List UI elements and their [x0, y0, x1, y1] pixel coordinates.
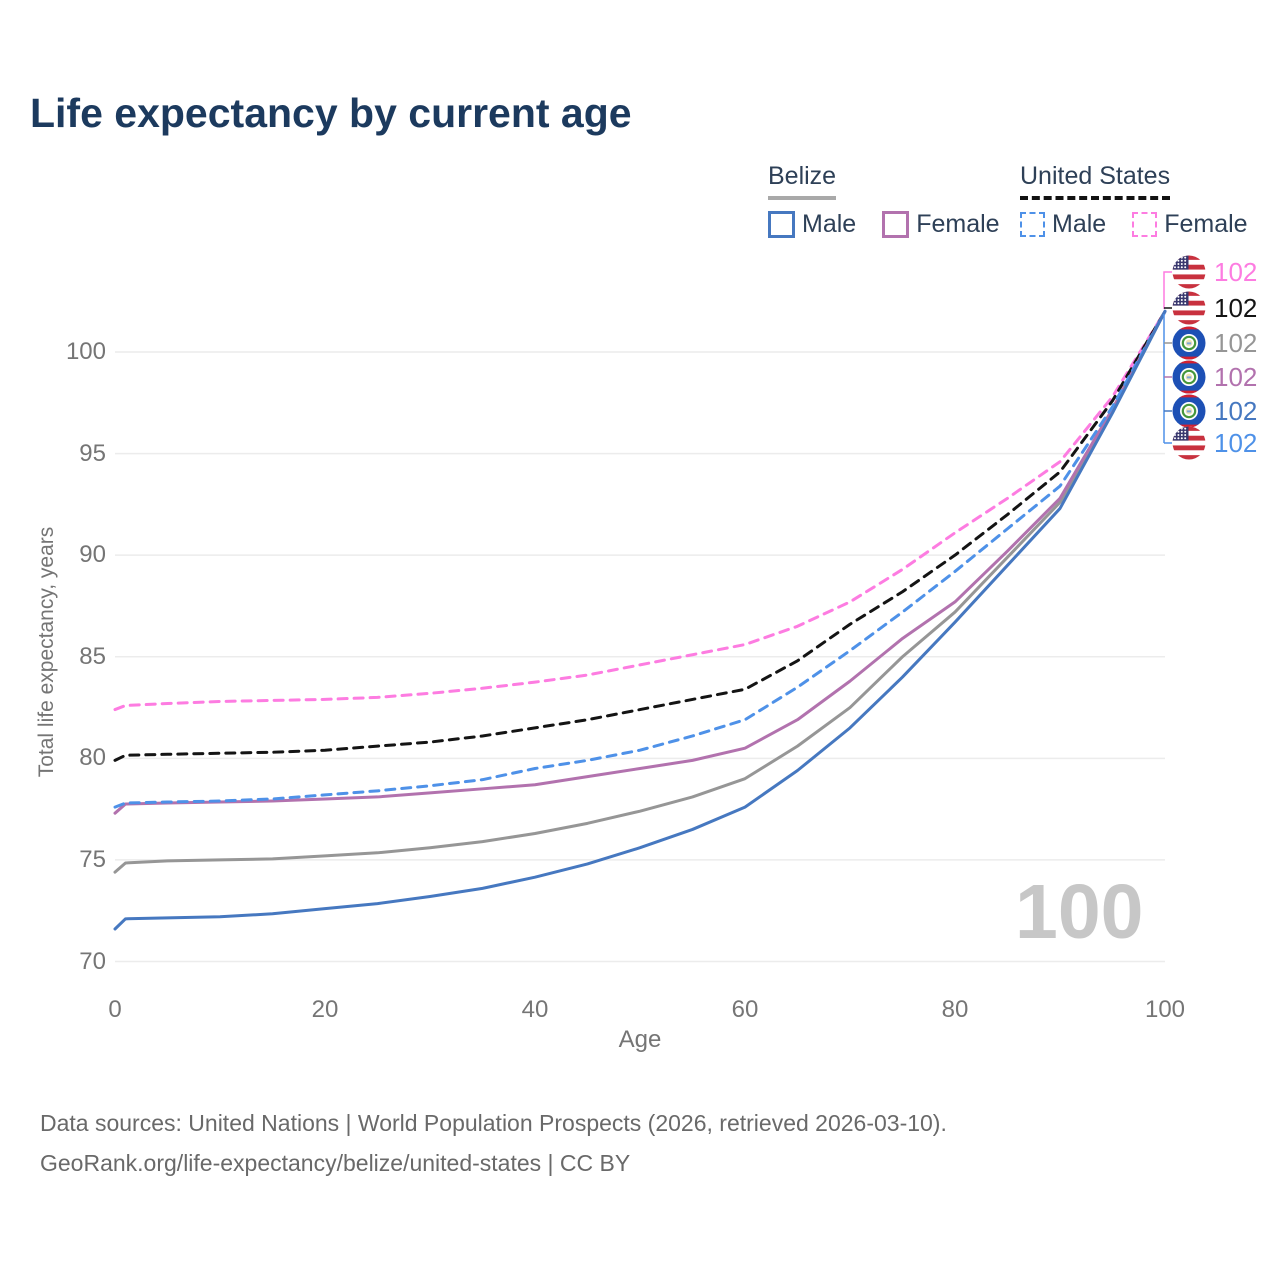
footer-attribution-link[interactable]: GeoRank.org/life-expectancy/belize/unite…	[40, 1150, 631, 1176]
series-line-belize-total[interactable]	[113, 309, 1167, 874]
series-line-united-states-male[interactable]	[113, 309, 1167, 809]
x-tick-label-20: 20	[311, 996, 339, 1023]
series-line-united-states-total[interactable]	[113, 309, 1167, 762]
legend-label-belize-female: Female	[916, 210, 1000, 238]
y-tick-label-95: 95	[79, 439, 106, 467]
legend-item-us-female[interactable]: Female	[1132, 210, 1248, 239]
legend-item-belize-female[interactable]: Female	[882, 210, 1000, 239]
belize-flag-icon	[1172, 326, 1206, 360]
end-label-value: 102	[1214, 361, 1258, 392]
legend-swatch-belize-female	[882, 211, 910, 238]
legend-group-title-belize[interactable]: Belize	[768, 162, 837, 200]
series-line-united-states-female[interactable]	[113, 309, 1167, 712]
x-tick-label-0: 0	[108, 996, 122, 1023]
legend-swatch-us-female	[1132, 212, 1158, 237]
end-label-value: 102	[1214, 427, 1258, 458]
watermark-age-indicator: 100	[1015, 869, 1144, 955]
x-tick-label-80: 80	[941, 996, 969, 1023]
legend-label-us-female: Female	[1164, 210, 1248, 238]
series-line-belize-male[interactable]	[113, 309, 1167, 931]
y-tick-label-85: 85	[79, 642, 106, 670]
x-tick-label-100: 100	[1144, 996, 1186, 1023]
end-label-value: 102	[1214, 327, 1258, 358]
y-tick-label-80: 80	[79, 744, 106, 772]
y-tick-label-100: 100	[65, 338, 106, 365]
y-tick-label-75: 75	[79, 845, 106, 873]
us-flag-icon	[1172, 426, 1206, 460]
x-tick-label-40: 40	[521, 996, 549, 1023]
end-label-united-states-female: 102	[1172, 255, 1257, 289]
us-flag-icon	[1172, 291, 1206, 325]
belize-flag-icon	[1172, 394, 1206, 428]
legend-label-us-male: Male	[1052, 210, 1107, 238]
legend-group-belize: Belize Male Female	[768, 162, 1000, 239]
page-title: Life expectancy by current age	[30, 90, 632, 136]
leader-line-top	[1163, 271, 1172, 309]
legend-item-belize-male[interactable]: Male	[768, 210, 856, 239]
us-flag-icon	[1172, 255, 1206, 289]
y-tick-label-70: 70	[79, 947, 106, 975]
end-label-value: 102	[1214, 256, 1258, 287]
x-axis-title: Age	[618, 1026, 662, 1053]
end-label-belize-total: 102	[1172, 326, 1257, 360]
legend-label-belize-male: Male	[802, 210, 857, 238]
end-label-value: 102	[1214, 395, 1258, 426]
legend-item-us-male[interactable]: Male	[1020, 210, 1106, 239]
series-line-belize-female[interactable]	[113, 309, 1167, 815]
legend-swatch-us-male	[1020, 212, 1045, 237]
x-tick-label-60: 60	[731, 996, 759, 1023]
end-label-belize-female: 102	[1172, 360, 1257, 394]
footer-data-sources: Data sources: United Nations | World Pop…	[40, 1110, 947, 1136]
legend-group-title-united-states[interactable]: United States	[1020, 162, 1171, 200]
legend-group-united-states: United States Male Female	[1020, 162, 1248, 239]
end-label-united-states-male: 102	[1172, 426, 1257, 460]
end-label-united-states-total: 102	[1172, 291, 1257, 325]
belize-flag-icon	[1172, 360, 1206, 394]
y-tick-label-90: 90	[79, 541, 106, 569]
end-label-belize-male: 102	[1172, 394, 1257, 428]
legend-swatch-belize-male	[768, 211, 795, 238]
end-label-value: 102	[1214, 292, 1258, 323]
